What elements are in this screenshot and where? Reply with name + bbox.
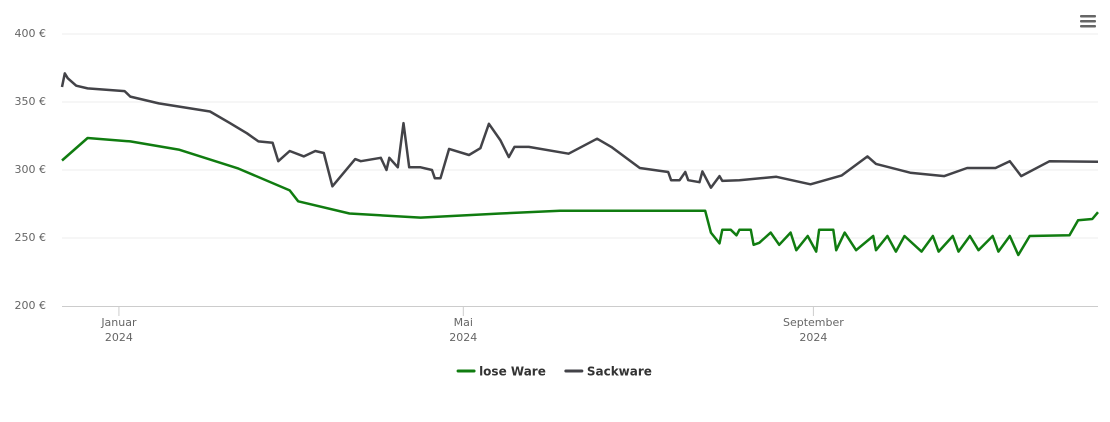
legend-label: lose Ware xyxy=(479,365,546,379)
x-tick-label: 2024 xyxy=(105,331,133,344)
y-tick-label: 300 € xyxy=(15,163,47,176)
menu-button[interactable] xyxy=(1078,12,1098,32)
x-tick-label: September xyxy=(783,316,844,329)
menu-bar xyxy=(1080,25,1096,28)
y-tick-label: 200 € xyxy=(15,299,47,312)
legend-item[interactable]: Sackware xyxy=(564,365,652,379)
legend-label: Sackware xyxy=(587,365,652,379)
series-line xyxy=(61,136,1099,257)
x-tick-label: 2024 xyxy=(449,331,477,344)
y-tick-label: 400 € xyxy=(15,27,47,40)
menu-bar xyxy=(1080,20,1096,23)
legend-item[interactable]: lose Ware xyxy=(456,365,546,379)
x-tick-label: Mai xyxy=(454,316,473,329)
series-line xyxy=(60,72,1099,189)
y-tick-label: 250 € xyxy=(15,231,47,244)
y-tick-label: 350 € xyxy=(15,95,47,108)
menu-bar xyxy=(1080,15,1096,18)
x-tick-label: 2024 xyxy=(799,331,827,344)
x-tick-label: Januar xyxy=(100,316,137,329)
